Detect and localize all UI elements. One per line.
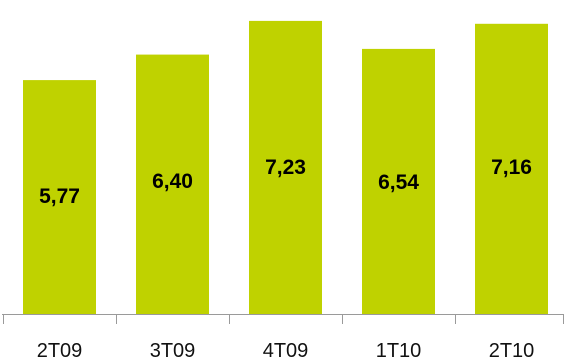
bar-1t10 <box>362 48 435 315</box>
data-label: 7,16 <box>491 156 532 179</box>
bar-4t09 <box>249 20 322 315</box>
data-label: 6,54 <box>378 171 419 194</box>
x-axis <box>2 314 564 324</box>
x-tick-labels: 2T09 3T09 4T09 1T10 2T10 <box>37 340 535 362</box>
x-tick-label: 2T09 <box>37 340 83 362</box>
x-tick-label: 1T10 <box>376 340 422 362</box>
bars-group <box>23 20 548 315</box>
bar-3t09 <box>136 54 209 314</box>
data-label: 6,40 <box>152 170 193 193</box>
data-label: 7,23 <box>265 156 306 179</box>
data-label: 5,77 <box>39 185 80 208</box>
bar-2t10 <box>475 23 548 315</box>
x-tick-label: 4T09 <box>263 340 309 362</box>
bar-2t09 <box>23 80 96 314</box>
data-labels: 5,77 6,40 7,23 6,54 7,16 <box>39 156 532 208</box>
x-tick-label: 3T09 <box>150 340 196 362</box>
x-tick-label: 2T10 <box>489 340 535 362</box>
